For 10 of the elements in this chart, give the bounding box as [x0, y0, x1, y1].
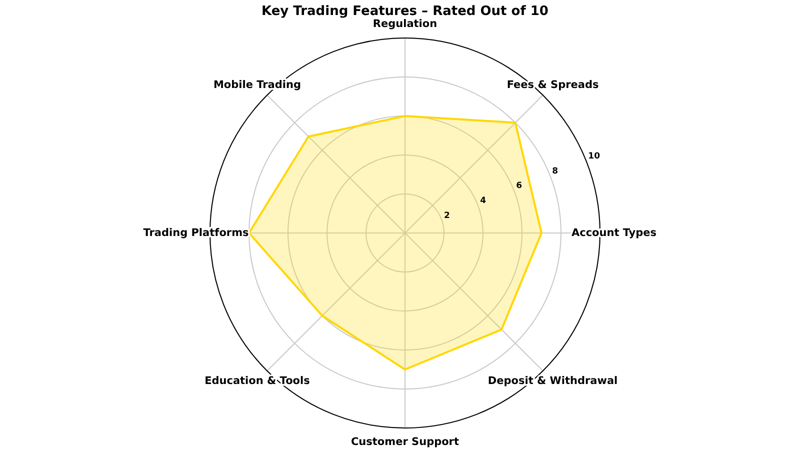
- spoke-label: Regulation: [372, 18, 438, 30]
- spoke-label: Education & Tools: [204, 374, 310, 387]
- spoke-label: Fees & Spreads: [506, 79, 599, 92]
- y-tick-label: 8: [552, 166, 558, 176]
- y-tick-label: 2: [444, 211, 450, 222]
- spoke-label: Customer Support: [350, 436, 460, 448]
- chart-title: Key Trading Features – Rated Out of 10: [260, 3, 550, 19]
- y-tick-label: 6: [516, 181, 522, 192]
- y-tick-label: 10: [588, 151, 600, 162]
- y-tick-label: 4: [480, 196, 486, 206]
